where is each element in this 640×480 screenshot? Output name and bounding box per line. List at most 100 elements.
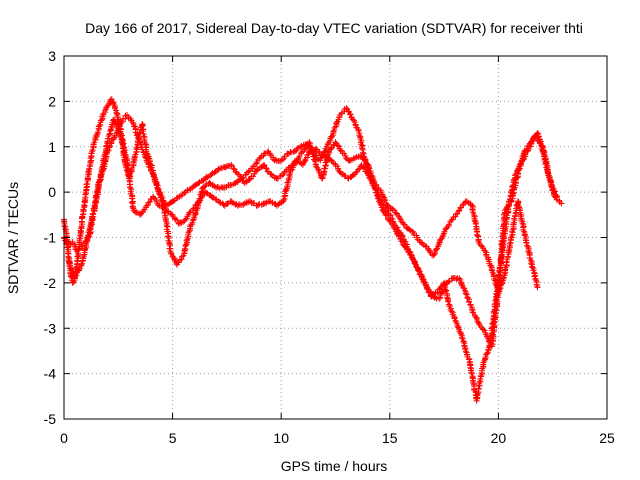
data-point-interp <box>183 241 190 248</box>
data-point-interp <box>431 251 438 258</box>
data-point <box>352 155 359 162</box>
grid-layer <box>64 56 607 419</box>
y-tick-label: 0 <box>48 184 56 200</box>
ticks-layer: 0 5 10 15 20 25 -5 -4 -3 -2 -1 0 1 2 3 <box>44 48 615 446</box>
data-point-interp <box>279 172 286 179</box>
data-point-interp <box>503 258 510 265</box>
data-point-interp <box>458 334 465 341</box>
data-point-interp <box>362 158 369 165</box>
data-point-interp <box>262 165 269 172</box>
data-point-interp <box>488 340 495 347</box>
data-point-interp <box>433 246 440 253</box>
data-point-interp <box>406 226 413 233</box>
x-tick-label: 5 <box>169 430 177 446</box>
data-point-interp <box>73 270 80 277</box>
data-point-interp <box>407 251 414 258</box>
y-tick-label: -1 <box>44 230 57 246</box>
data-point-interp <box>452 317 459 324</box>
data-point-interp <box>197 195 204 202</box>
data-point-interp <box>474 390 481 397</box>
data-point-interp <box>145 161 152 168</box>
data-point-interp <box>82 245 89 252</box>
data-point-interp <box>540 144 547 151</box>
data-point-interp <box>211 183 218 190</box>
data-point-interp <box>119 141 126 148</box>
data-point-interp <box>359 145 366 152</box>
data-point-interp <box>421 278 428 285</box>
data-point-interp <box>230 200 237 207</box>
data-point-interp <box>376 194 383 201</box>
data-point-interp <box>298 149 305 156</box>
data-point-interp <box>180 218 187 225</box>
data-point-interp <box>462 290 469 297</box>
data-point-interp <box>498 238 505 245</box>
data-point-interp <box>125 169 132 176</box>
data-point-interp <box>361 157 368 164</box>
data-point-interp <box>284 179 291 186</box>
y-axis-label: SDTVAR / TECUs <box>5 182 21 294</box>
x-tick-label: 10 <box>273 430 289 446</box>
data-point-interp <box>458 330 465 337</box>
data-point-interp <box>471 215 478 222</box>
data-point-interp <box>415 265 422 272</box>
data-point-interp <box>520 150 527 157</box>
data-point-interp <box>485 346 492 353</box>
data-point-interp <box>515 204 522 211</box>
data-point <box>534 130 541 137</box>
data-point-interp <box>268 171 275 178</box>
data-point-interp <box>155 201 162 208</box>
x-tick-label: 25 <box>599 430 615 446</box>
data-point-interp <box>149 169 156 176</box>
data-point-interp <box>528 138 535 145</box>
data-point-interp <box>85 232 92 239</box>
y-tick-label: -3 <box>44 320 57 336</box>
data-point-interp <box>167 249 174 256</box>
data-point-interp <box>116 128 123 135</box>
data-point-interp <box>488 262 495 269</box>
data-point-interp <box>455 208 462 215</box>
data-point-interp <box>106 131 113 138</box>
data-points-layer <box>61 96 565 404</box>
data-point-interp <box>346 111 353 118</box>
data-point <box>312 146 319 153</box>
data-point <box>245 168 252 175</box>
data-point-interp <box>330 128 337 135</box>
data-point <box>554 193 561 200</box>
data-point-interp <box>453 276 460 283</box>
data-point <box>501 207 508 214</box>
data-point-interp <box>99 164 106 171</box>
data-point-interp <box>145 199 152 206</box>
data-point-interp <box>427 288 434 295</box>
y-tick-label: -5 <box>44 411 57 427</box>
data-point-interp <box>126 184 133 191</box>
data-point-interp <box>359 149 366 156</box>
data-point-interp <box>122 151 129 158</box>
data-point-interp <box>469 378 476 385</box>
data-point-interp <box>307 148 314 155</box>
data-point-interp <box>448 308 455 315</box>
data-point-interp <box>406 248 413 255</box>
data-point-interp <box>75 246 82 253</box>
chart-title: Day 166 of 2017, Sidereal Day-to-day VTE… <box>85 20 583 36</box>
data-point-interp <box>419 275 426 282</box>
data-point-interp <box>385 208 392 215</box>
data-point <box>137 211 144 218</box>
data-point-interp <box>122 154 129 161</box>
data-point-interp <box>312 158 319 165</box>
data-point-interp <box>83 181 90 188</box>
data-point-interp <box>551 187 558 194</box>
y-tick-label: 1 <box>48 139 56 155</box>
data-point-interp <box>246 176 253 183</box>
data-point-interp <box>183 237 190 244</box>
data-point-interp <box>96 122 103 129</box>
data-point-interp <box>179 253 186 260</box>
data-point-interp <box>305 149 312 156</box>
data-point-interp <box>328 157 335 164</box>
data-point-interp <box>334 142 341 149</box>
data-point-interp <box>441 228 448 235</box>
data-point-interp <box>510 186 517 193</box>
data-point-interp <box>132 151 139 158</box>
data-point-interp <box>146 198 153 205</box>
data-point-interp <box>533 277 540 284</box>
data-point-interp <box>124 162 131 169</box>
